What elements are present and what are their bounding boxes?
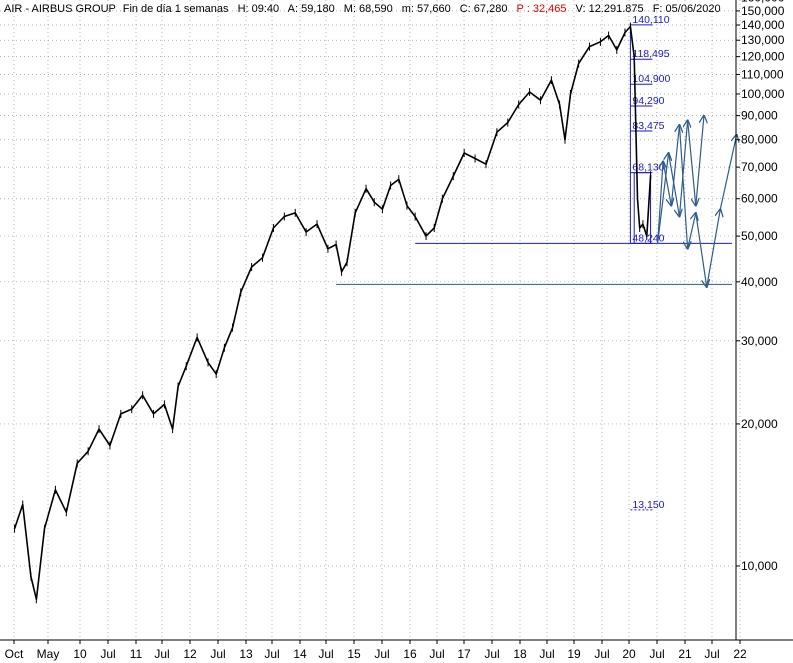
x-tick-label: 12 — [183, 647, 197, 661]
forecast-segment — [706, 209, 721, 288]
header-symbol: AIR - AIRBUS GROUP — [4, 3, 116, 15]
fib-level-label: 48,240 — [632, 232, 664, 244]
forecast-paths — [657, 116, 737, 288]
header-high: H: 09:40 — [238, 3, 280, 15]
x-tick-label: 22 — [733, 647, 747, 661]
y-tick-label: 100,000 — [741, 87, 785, 101]
header-period: Fin de día 1 semanas — [123, 3, 229, 15]
y-tick-label: 50,000 — [741, 229, 778, 243]
y-tick-label: 70,000 — [741, 160, 778, 174]
forecast-segment — [662, 161, 671, 205]
forecast-segment — [678, 120, 687, 217]
x-tick-label: 15 — [347, 647, 361, 661]
forecast-segment — [695, 116, 704, 206]
x-tick-label: Jul — [374, 647, 389, 661]
x-tick-label: 17 — [457, 647, 471, 661]
x-tick-label: 10 — [73, 647, 87, 661]
support-lines — [336, 242, 732, 285]
fib-level-label: 118,495 — [632, 48, 669, 60]
y-tick-label: 110,000 — [741, 67, 784, 81]
fib-level-label: 94,290 — [632, 95, 664, 107]
forecast-segment — [670, 125, 679, 206]
x-tick-label: Jul — [704, 647, 719, 661]
x-tick-label: 14 — [293, 647, 307, 661]
x-tick-label: Jul — [649, 647, 664, 661]
x-axis-ticks: Oct May 10 Jul 11 Jul 12 Jul 13 Jul 14 Jul 15 Jul 16 Ju… — [5, 640, 747, 661]
price-series — [13, 22, 652, 604]
x-tick-label: Jul — [100, 647, 115, 661]
forecast-segment — [657, 153, 669, 244]
y-tick-label: 160,000 — [741, 0, 785, 5]
x-tick-label: Jul — [594, 647, 609, 661]
y-tick-label: 140,000 — [741, 18, 785, 32]
forecast-segment — [695, 212, 707, 287]
x-tick-label: 19 — [567, 647, 581, 661]
y-tick-label: 80,000 — [741, 133, 778, 147]
x-tick-label: Jul — [539, 647, 554, 661]
fib-level-label: 83,475 — [632, 120, 664, 132]
y-tick-label: 130,000 — [741, 33, 785, 47]
x-tick-label: 21 — [678, 647, 692, 661]
fib-levels: 140,110 118,495 104,900 94,290 83,475 68,130 4… — [629, 14, 671, 511]
header-volume: V: 12.291.875 — [576, 3, 644, 15]
chart-header: AIR - AIRBUS GROUP Fin de día 1 semanas … — [4, 3, 721, 15]
header-date: F: 05/06/2020 — [653, 3, 721, 15]
header-open: A: 59,180 — [288, 3, 335, 15]
x-tick-label: 20 — [622, 647, 636, 661]
svg-text:AIR - AIRBUS GROUP Fin d: AIR - AIRBUS GROUP Fin de día 1 semanas … — [4, 3, 721, 15]
x-tick-label: Jul — [210, 647, 225, 661]
fib-level-label: 104,900 — [632, 73, 670, 85]
y-tick-label: 150,000 — [741, 4, 785, 18]
forecast-segment — [657, 161, 663, 244]
y-tick-label: 120,000 — [741, 50, 785, 64]
x-tick-label: Jul — [154, 647, 169, 661]
fib-level-label: 68,130 — [632, 162, 664, 174]
x-tick-label: May — [37, 647, 60, 661]
y-tick-label: 60,000 — [741, 192, 778, 206]
header-close: C: 67,280 — [460, 3, 508, 15]
x-tick-label: Oct — [5, 647, 24, 661]
fib-level-label: 13,150 — [632, 499, 664, 511]
x-tick-label: 13 — [239, 647, 253, 661]
x-tick-label: 11 — [130, 647, 143, 661]
x-tick-label: Jul — [318, 647, 333, 661]
forecast-segment — [687, 120, 696, 205]
header-pct: P : 32,465 — [517, 3, 567, 15]
x-tick-label: Jul — [264, 647, 279, 661]
x-tick-label: Jul — [484, 647, 499, 661]
forecast-segment — [678, 124, 687, 249]
y-tick-label: 40,000 — [741, 275, 778, 289]
fib-level-label: 140,110 — [632, 14, 669, 26]
forecast-segment — [667, 152, 680, 217]
x-tick-label: 18 — [513, 647, 527, 661]
y-tick-label: 90,000 — [741, 109, 778, 123]
x-tick-label: 16 — [403, 647, 417, 661]
header-min: m: 57,660 — [402, 3, 451, 15]
forecast-segment — [687, 213, 696, 249]
forecast-segment — [719, 135, 736, 210]
header-max: M: 68,590 — [344, 3, 393, 15]
y-tick-label: 20,000 — [741, 417, 778, 431]
y-tick-label: 30,000 — [741, 334, 778, 348]
y-tick-label: 10,000 — [741, 559, 778, 573]
x-tick-label: Jul — [429, 647, 444, 661]
grid-lines — [0, 0, 741, 640]
